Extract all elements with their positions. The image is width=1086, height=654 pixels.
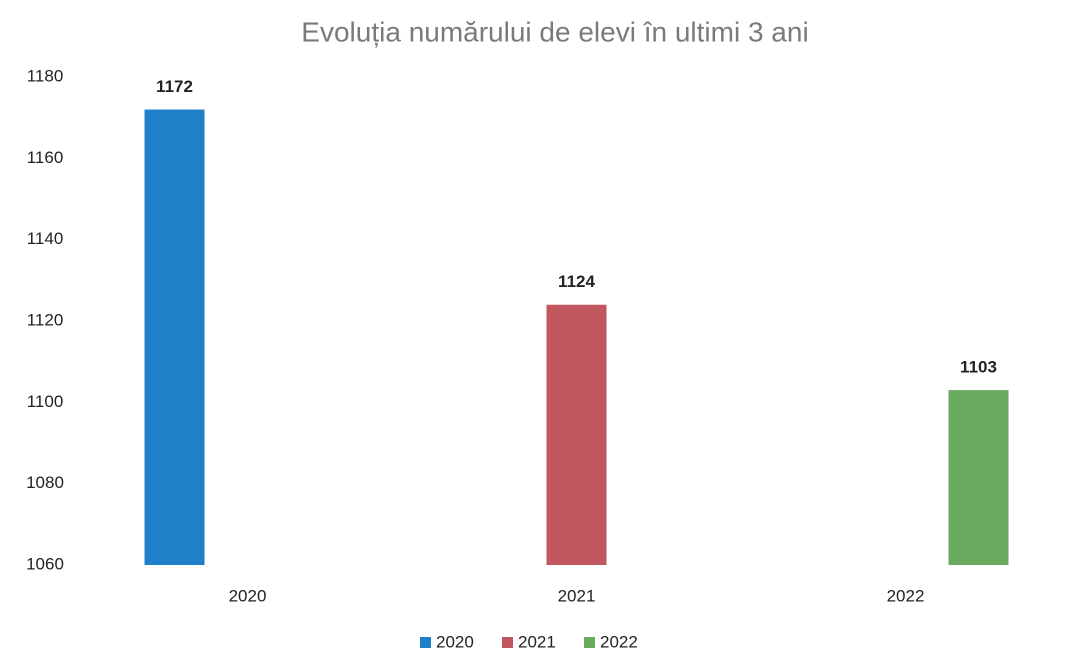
- legend-label: 2022: [600, 632, 638, 651]
- bar: [546, 304, 607, 565]
- x-tick-label: 2021: [558, 586, 596, 605]
- x-tick-label: 2020: [229, 586, 267, 605]
- y-tick-label: 1180: [27, 66, 64, 85]
- y-tick-label: 1160: [27, 148, 64, 167]
- legend-swatch: [420, 637, 431, 648]
- y-tick-label: 1060: [26, 554, 64, 573]
- legend-label: 2021: [518, 632, 556, 651]
- legend-label: 2020: [436, 632, 474, 651]
- bar: [948, 390, 1009, 565]
- data-label: 1172: [156, 77, 193, 96]
- legend-swatch: [502, 637, 513, 648]
- y-tick-label: 1100: [27, 392, 64, 411]
- chart-title: Evoluția numărului de elevi în ultimi 3 …: [301, 16, 808, 47]
- y-tick-label: 1120: [27, 310, 64, 329]
- y-tick-label: 1140: [27, 229, 64, 248]
- x-tick-label: 2022: [887, 586, 925, 605]
- bar: [144, 109, 205, 566]
- data-label: 1124: [558, 272, 595, 291]
- y-tick-label: 1080: [26, 473, 64, 492]
- legend-swatch: [584, 637, 595, 648]
- data-label: 1103: [960, 358, 997, 377]
